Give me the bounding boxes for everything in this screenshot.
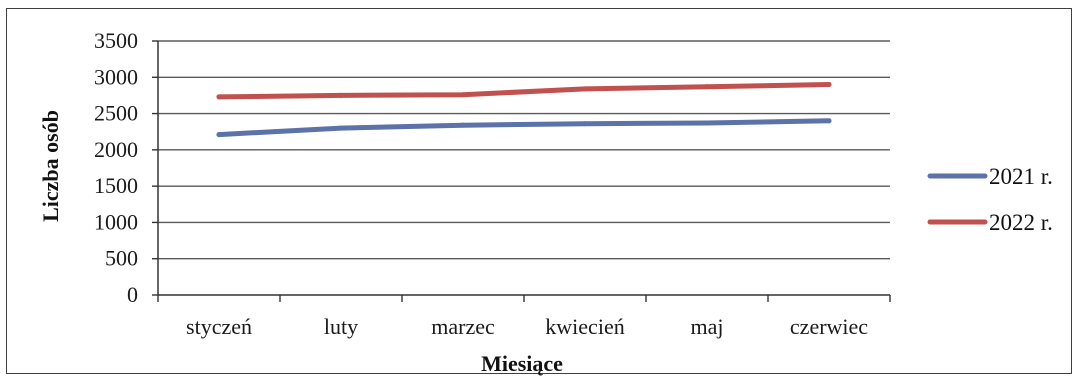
data-point-s2-1	[216, 94, 222, 100]
x-tick-label-3: marzec	[431, 314, 495, 339]
data-point-s1-4	[582, 121, 588, 127]
tick-labels: 0 500 1000 1500 2000 2500 3000 3500 styczeń luty m…	[94, 28, 868, 339]
y-tick-label: 2000	[94, 137, 138, 162]
y-tick-label: 1500	[94, 173, 138, 198]
y-tick-label: 3500	[94, 28, 138, 53]
y-tick-label: 500	[105, 246, 138, 271]
data-point-s2-5	[704, 84, 710, 90]
data-point-s2-2	[338, 92, 344, 98]
y-tick-label: 0	[127, 282, 138, 307]
x-tick-label-4: kwiecień	[545, 314, 624, 339]
legend-label-2: 2022 r.	[989, 210, 1053, 235]
data-point-s1-3	[460, 122, 466, 128]
data-point-s1-1	[216, 132, 222, 138]
legend: 2021 r. 2022 r.	[927, 164, 1053, 235]
x-axis-title: Miesiące	[481, 351, 563, 376]
y-tick-label: 2500	[94, 101, 138, 126]
data-point-s1-2	[338, 125, 344, 131]
data-point-s2-4	[582, 86, 588, 92]
x-tick-label-5: maj	[691, 314, 724, 339]
chart-frame	[6, 8, 1072, 374]
series-lines	[216, 82, 832, 138]
data-point-s1-6	[826, 118, 832, 124]
y-axis-title: Liczba osób	[38, 110, 63, 222]
gridlines	[158, 40, 890, 260]
data-point-s2-6	[826, 82, 832, 88]
axes	[152, 40, 891, 302]
x-tick-label-1: styczeń	[186, 314, 252, 339]
x-tick-label-6: czerwiec	[790, 314, 868, 339]
y-tick-label: 3000	[94, 64, 138, 89]
legend-label-1: 2021 r.	[989, 164, 1053, 189]
data-point-s2-3	[460, 92, 466, 98]
data-point-s1-5	[704, 120, 710, 126]
y-tick-label: 1000	[94, 209, 138, 234]
x-tick-label-2: luty	[324, 314, 358, 339]
series-line-1	[216, 118, 832, 138]
series-line-2	[216, 82, 832, 100]
